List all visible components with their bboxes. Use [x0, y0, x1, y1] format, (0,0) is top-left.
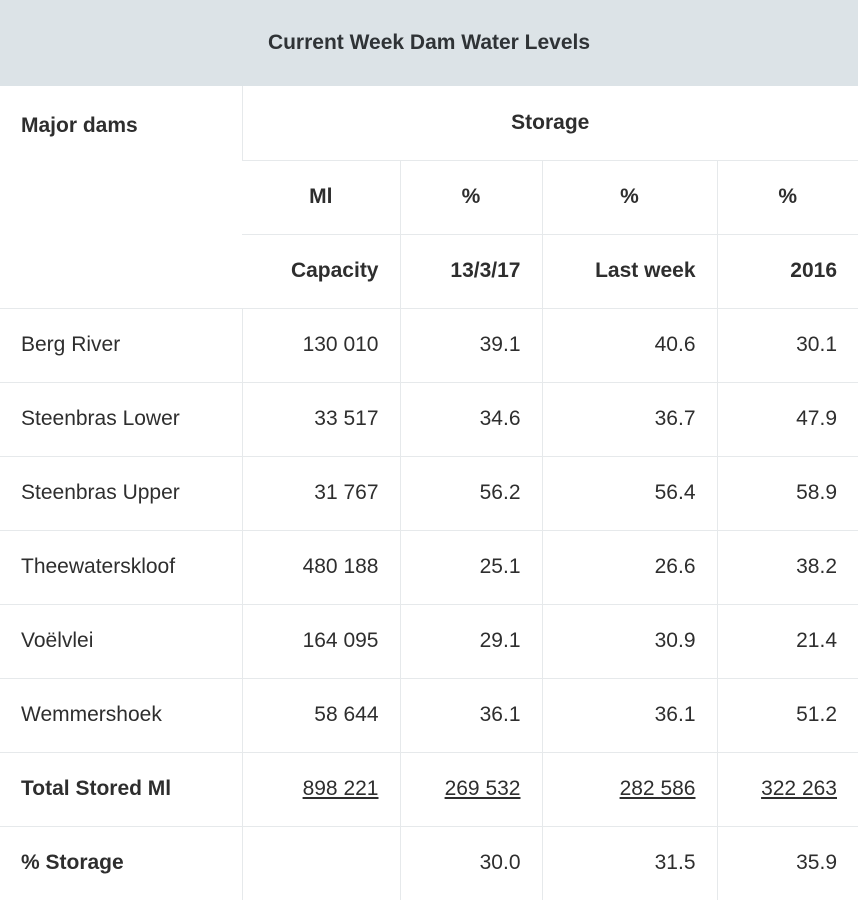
- dam-name: Steenbras Lower: [0, 382, 242, 457]
- year-2016-cell: 58.9: [716, 456, 858, 531]
- header-row-storage: Major dams Storage: [0, 86, 858, 309]
- table-title: Current Week Dam Water Levels: [0, 0, 858, 86]
- header-row-columns: Capacity 13/3/17 Last week 2016: [0, 234, 858, 309]
- table-row: Steenbras Upper 31 767 56.2 56.4 58.9: [0, 456, 858, 531]
- capacity-cell: 31 767: [241, 456, 400, 531]
- total-capacity[interactable]: 898 221: [302, 777, 379, 800]
- percent-storage-label: % Storage: [21, 851, 124, 875]
- capacity-cell: 130 010: [241, 308, 400, 383]
- unit-header-capacity: Ml: [242, 160, 400, 235]
- total-label: Total Stored Ml: [0, 752, 242, 827]
- percent-storage-row: % Storage 30.0 31.5 35.9: [0, 826, 858, 900]
- percent-last-week-cell: 31.5: [541, 826, 717, 900]
- year-2016-cell: 51.2: [716, 678, 858, 753]
- table-row: Berg River 130 010 39.1 40.6 30.1: [0, 308, 858, 383]
- last-week-cell: 30.9: [541, 604, 717, 679]
- current-cell: 25.1: [399, 530, 542, 605]
- dam-levels-table: Major dams Storage Ml % % % Capacity 13/…: [0, 86, 858, 900]
- last-week-cell: 36.1: [541, 678, 717, 753]
- unit-header-last-week: %: [541, 160, 717, 235]
- capacity-cell: 164 095: [241, 604, 400, 679]
- total-current[interactable]: 269 532: [444, 777, 521, 800]
- header-row-units: Ml % % %: [0, 160, 858, 235]
- column-header-2016: 2016: [716, 234, 858, 309]
- capacity-cell: 480 188: [241, 530, 400, 605]
- last-week-cell: 40.6: [541, 308, 717, 383]
- percent-2016-cell: 35.9: [716, 826, 858, 900]
- current-cell: 34.6: [399, 382, 542, 457]
- column-header-current: 13/3/17: [399, 234, 542, 309]
- capacity-cell: 33 517: [241, 382, 400, 457]
- total-2016[interactable]: 322 263: [761, 777, 837, 800]
- dam-name: Theewaterskloof: [0, 530, 242, 605]
- unit-header-2016: %: [716, 160, 858, 235]
- capacity-cell: 58 644: [241, 678, 400, 753]
- current-cell: 56.2: [399, 456, 542, 531]
- total-row: Total Stored Ml 898 221 269 532 282 586 …: [0, 752, 858, 827]
- table-row: Theewaterskloof 480 188 25.1 26.6 38.2: [0, 530, 858, 605]
- year-2016-cell: 47.9: [716, 382, 858, 457]
- current-cell: 36.1: [399, 678, 542, 753]
- last-week-cell: 26.6: [541, 530, 717, 605]
- major-dams-header: Major dams: [0, 86, 242, 309]
- table-row: Steenbras Lower 33 517 34.6 36.7 47.9: [0, 382, 858, 457]
- current-cell: 39.1: [399, 308, 542, 383]
- total-last-week[interactable]: 282 586: [619, 777, 696, 800]
- storage-header: Storage: [241, 86, 858, 161]
- percent-current-cell: 30.0: [399, 826, 542, 900]
- percent-capacity-cell: [241, 826, 400, 900]
- year-2016-cell: 21.4: [716, 604, 858, 679]
- year-2016-cell: 30.1: [716, 308, 858, 383]
- dam-name: Wemmershoek: [0, 678, 242, 753]
- unit-header-current: %: [399, 160, 542, 235]
- dam-name: Berg River: [0, 308, 242, 383]
- column-header-capacity: Capacity: [242, 234, 400, 309]
- last-week-cell: 56.4: [541, 456, 717, 531]
- dam-name: Voëlvlei: [0, 604, 242, 679]
- table-row: Wemmershoek 58 644 36.1 36.1 51.2: [0, 678, 858, 753]
- table-row: Voëlvlei 164 095 29.1 30.9 21.4: [0, 604, 858, 679]
- year-2016-cell: 38.2: [716, 530, 858, 605]
- dam-name: Steenbras Upper: [0, 456, 242, 531]
- column-header-last-week: Last week: [541, 234, 717, 309]
- current-cell: 29.1: [399, 604, 542, 679]
- last-week-cell: 36.7: [541, 382, 717, 457]
